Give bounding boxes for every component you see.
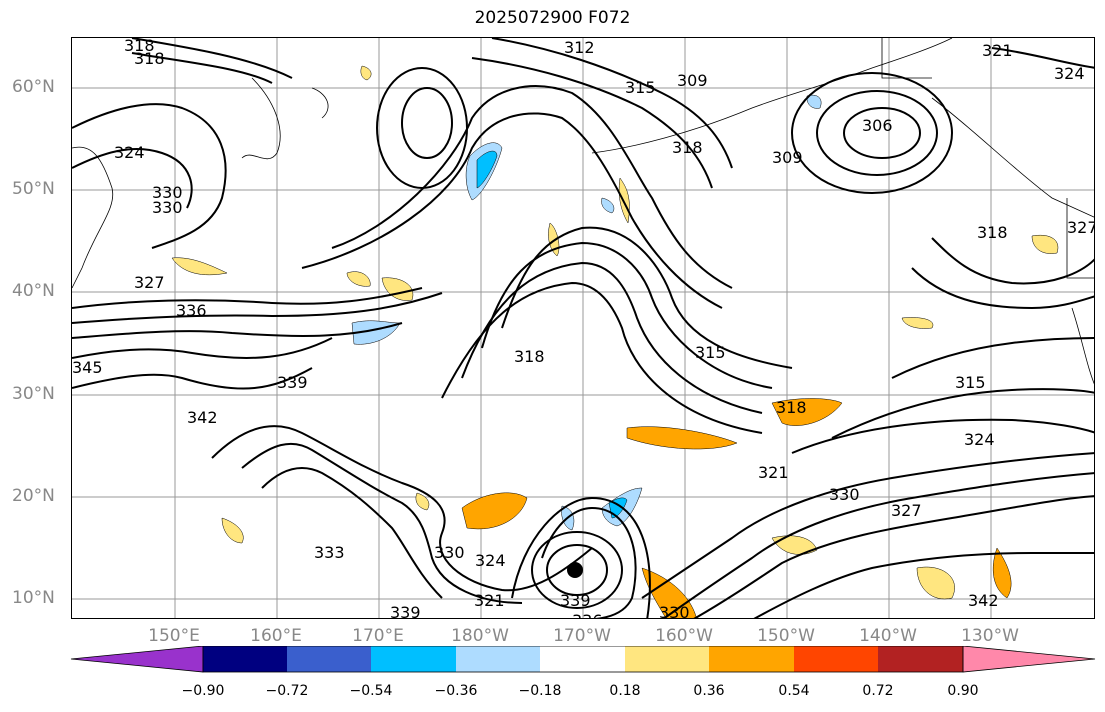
contour-lines <box>72 38 1094 618</box>
lat-label-40n: 40°N <box>12 281 55 301</box>
contour-label: 324 <box>114 143 145 162</box>
lat-label-10n: 10°N <box>12 588 55 608</box>
contour-label: 312 <box>564 38 595 57</box>
contour-label: 345 <box>72 358 103 377</box>
contour-label: 321 <box>474 591 505 610</box>
contour-label: 330 <box>434 543 465 562</box>
contour-label: 330 <box>152 183 183 202</box>
contour-label: 309 <box>677 71 708 90</box>
contour-label: 336 <box>572 611 603 619</box>
colorbar-tick-label: 0.54 <box>778 683 810 699</box>
colorbar-segment <box>709 646 794 672</box>
contour-label: 342 <box>187 408 218 427</box>
lon-label-160w: 160°W <box>655 626 713 646</box>
colorbar-segment-highest <box>962 646 1096 673</box>
lat-label-50n: 50°N <box>12 179 55 199</box>
map-title: 2025072900 F072 <box>474 8 631 28</box>
contour-label: 321 <box>758 463 789 482</box>
contour-label: 315 <box>625 78 656 97</box>
contour-label: 318 <box>977 223 1008 242</box>
contour-label: 306 <box>862 116 893 135</box>
colorbar-tick-label: −0.36 <box>434 683 478 699</box>
contour-label: 321 <box>982 41 1013 60</box>
contour-label: 330 <box>152 198 183 217</box>
contour-label: 324 <box>1054 64 1085 83</box>
lon-label-180w: 180°W <box>451 626 509 646</box>
contour-label: 330 <box>659 603 690 619</box>
colorbar-segment <box>456 646 540 672</box>
colorbar-segment <box>287 646 371 672</box>
colorbar-tick-label: 0.90 <box>947 683 979 699</box>
contour-label-group: 318 318 312 309 315 321 324 306 309 318 … <box>72 38 1095 619</box>
colorbar-outline <box>202 646 964 673</box>
contour-label: 339 <box>277 373 308 392</box>
lat-label-20n: 20°N <box>12 486 55 506</box>
contour-label: 318 <box>672 138 703 157</box>
positive-anomaly-shading <box>171 65 1059 618</box>
contour-label: 324 <box>475 551 506 570</box>
lon-label-140w: 140°W <box>859 626 917 646</box>
contour-label: 315 <box>695 343 726 362</box>
contour-map: 318 318 312 309 315 321 324 306 309 318 … <box>72 38 1095 619</box>
lon-label-170w: 170°W <box>553 626 611 646</box>
contour-label: 327 <box>891 501 922 520</box>
map-panel: 318 318 312 309 315 321 324 306 309 318 … <box>71 37 1095 619</box>
negative-anomaly-shading <box>351 94 822 531</box>
colorbar-tick-label: −0.18 <box>518 683 562 699</box>
lon-label-150w: 150°W <box>757 626 815 646</box>
colorbar-segment <box>878 646 963 672</box>
lon-label-160e: 160°E <box>250 626 302 646</box>
colorbar-segment <box>371 646 456 672</box>
contour-label: 339 <box>390 603 421 619</box>
colorbar-segment <box>625 646 709 672</box>
contour-label: 327 <box>134 273 165 292</box>
colorbar-tick-label: 0.72 <box>862 683 894 699</box>
colorbar-segment <box>203 646 287 672</box>
contour-label: 336 <box>176 301 207 320</box>
contour-label: 327 <box>1067 218 1095 237</box>
contour-label: 324 <box>964 430 995 449</box>
contour-label: 333 <box>314 543 345 562</box>
lat-label-30n: 30°N <box>12 384 55 404</box>
lon-label-170e: 170°E <box>352 626 404 646</box>
storm-center-marker <box>567 562 583 578</box>
colorbar-tick-label: −0.72 <box>265 683 309 699</box>
coastlines <box>72 38 1094 385</box>
colorbar-tick-label: 0.36 <box>693 683 725 699</box>
contour-label: 315 <box>955 373 986 392</box>
contour-label: 318 <box>514 347 545 366</box>
colorbar-tick-label: −0.90 <box>181 683 225 699</box>
contour-label: 309 <box>772 148 803 167</box>
colorbar-segment <box>794 646 878 672</box>
colorbar-segment-lowest <box>70 646 204 673</box>
lon-label-150e: 150°E <box>148 626 200 646</box>
contour-label: 318 <box>124 38 155 55</box>
colorbar-segment <box>540 646 625 672</box>
contour-label: 330 <box>829 485 860 504</box>
colorbar-tick-label: −0.54 <box>349 683 393 699</box>
contour-label: 318 <box>776 398 807 417</box>
lat-label-60n: 60°N <box>12 77 55 97</box>
colorbar-tick-label: 0.18 <box>609 683 641 699</box>
contour-label: 339 <box>560 591 591 610</box>
lon-label-130w: 130°W <box>961 626 1019 646</box>
colorbar <box>70 646 1096 673</box>
contour-label: 318 <box>134 49 165 68</box>
contour-label: 342 <box>968 591 999 610</box>
